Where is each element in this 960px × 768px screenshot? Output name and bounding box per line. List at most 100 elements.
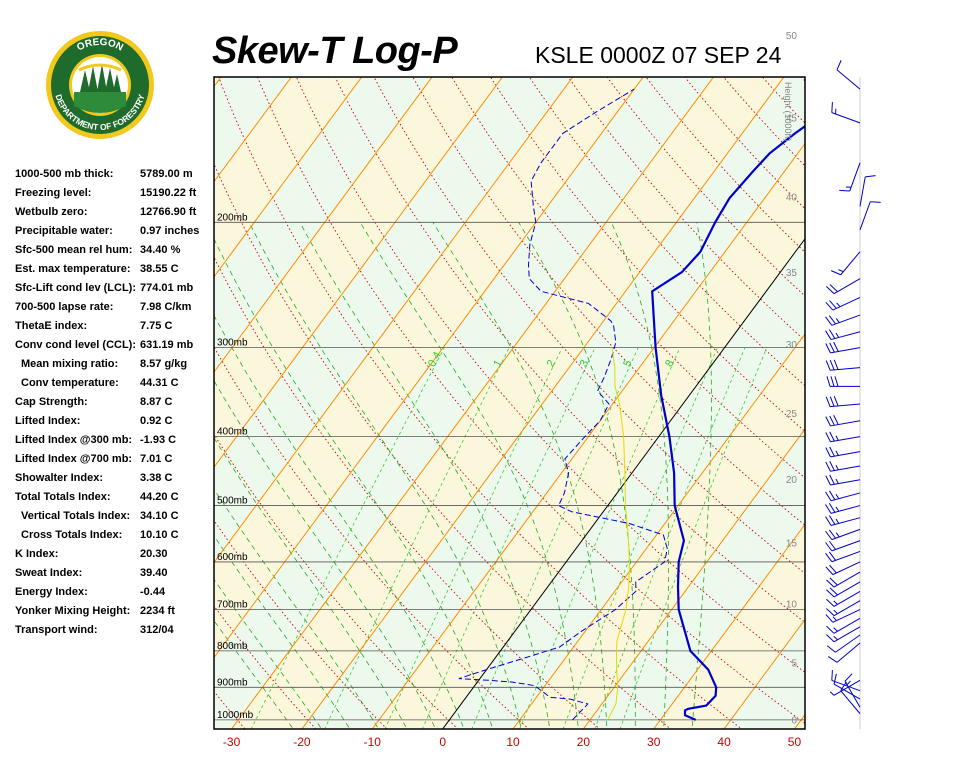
index-row: Sweat Index: 39.40 — [15, 567, 215, 586]
isotherm-band — [301, 77, 805, 729]
barb-half-flag — [836, 302, 841, 308]
barb-half-flag — [835, 435, 839, 441]
barb-flag — [825, 432, 831, 443]
index-value: 8.87 C — [140, 396, 173, 408]
barb-flag — [826, 579, 835, 588]
pressure-label: 500mb — [217, 496, 248, 507]
barb-flag — [825, 553, 833, 563]
height-labels: 0 5 10 15 20 25 30 35 40 45 50 Height (1000ft) — [783, 31, 797, 726]
barb-flag — [825, 330, 832, 340]
mixing-ratio-label: 5 — [621, 358, 634, 369]
barb-staff — [833, 600, 861, 617]
barb-flag — [829, 587, 838, 596]
mixing-ratio-label: 8 — [663, 358, 676, 369]
index-row: Mean mixing ratio: 8.57 g/kg — [15, 358, 215, 377]
index-label: Showalter Index: — [15, 472, 104, 484]
isotherm — [582, 428, 805, 729]
mixing-ratio-line — [250, 347, 445, 729]
temperature-tick-label: 0 — [439, 735, 446, 749]
barb-staff — [859, 201, 871, 231]
barb-flag — [826, 645, 836, 653]
index-row: Total Totals Index: 44.20 C — [15, 491, 215, 510]
index-row: Energy Index: -0.44 — [15, 586, 215, 605]
wind-barb — [833, 673, 861, 700]
wind-barb — [826, 617, 861, 634]
wind-barb — [825, 474, 861, 486]
barb-flag — [833, 341, 839, 352]
wind-barb — [825, 550, 861, 563]
mixing-ratio-line — [519, 347, 681, 729]
index-row: Showalter Index: 3.38 C — [15, 472, 215, 491]
dry-adiabat — [214, 256, 601, 729]
index-value: 39.40 — [140, 567, 168, 579]
pressure-label: 600mb — [217, 552, 248, 563]
wind-barb — [826, 626, 861, 643]
barb-flag — [830, 376, 835, 387]
isotherm-band — [0, 8, 202, 735]
barb-half-flag — [829, 691, 835, 696]
wind-barb — [826, 581, 861, 598]
temperature-tick-label: -30 — [223, 735, 241, 749]
wind-barb — [844, 673, 861, 708]
wind-barb — [825, 503, 861, 514]
index-label: Precipitable water: — [15, 225, 113, 237]
barb-staff — [833, 581, 861, 598]
barb-staff — [833, 571, 861, 588]
barb-half-flag — [833, 627, 838, 632]
temperature-tick-label: 30 — [647, 735, 661, 749]
barb-flag — [828, 656, 838, 663]
barb-flag — [831, 102, 833, 113]
barb-flag — [825, 360, 831, 371]
index-label: Energy Index: — [15, 586, 88, 598]
index-label: Freezing level: — [15, 187, 92, 199]
wind-barb — [825, 415, 861, 427]
wind-barb — [825, 341, 861, 354]
isotherm-band — [231, 77, 784, 729]
svg-text:OREGON: OREGON — [75, 37, 124, 54]
temperature-tick-label: -20 — [293, 735, 311, 749]
index-label: Wetbulb zero: — [15, 206, 88, 218]
index-row: Lifted Index @700 mb: 7.01 C — [15, 453, 215, 472]
index-value: 8.57 g/kg — [140, 358, 188, 370]
barb-staff — [833, 683, 861, 700]
barb-staff — [830, 492, 861, 502]
index-value: 15190.22 ft — [140, 187, 197, 199]
index-row: Conv temperature: 44.31 C — [15, 377, 215, 396]
barb-half-flag — [833, 609, 838, 614]
barb-flag — [828, 529, 836, 539]
mixing-ratio-label: 1 — [491, 358, 504, 369]
barb-flag — [826, 625, 835, 634]
barb-staff — [831, 314, 861, 326]
barb-flag — [826, 589, 835, 598]
pressure-label: 200mb — [217, 212, 248, 223]
barb-staff — [833, 679, 861, 696]
wind-barb — [825, 431, 861, 443]
barb-flag — [828, 551, 836, 561]
index-label: Mean mixing ratio: — [21, 358, 119, 370]
barb-staff — [832, 609, 861, 623]
pressure-label: 700mb — [217, 600, 248, 611]
barb-half-flag — [835, 450, 839, 456]
barb-flag — [828, 329, 836, 339]
isotherm — [0, 8, 202, 735]
height-label: 45 — [786, 114, 798, 125]
mixing-ratio-label: 2 — [545, 358, 558, 369]
barb-flag — [825, 516, 832, 526]
pressure-label: 900mb — [217, 677, 248, 688]
index-value: 2234 ft — [140, 605, 175, 617]
barb-half-flag — [833, 635, 838, 641]
barb-staff — [849, 162, 861, 192]
barb-flag — [829, 474, 835, 485]
index-value: 44.20 C — [140, 491, 179, 503]
barb-staff — [830, 436, 861, 443]
barb-flag — [825, 461, 831, 472]
index-label: Lifted Index @300 mb: — [15, 434, 133, 446]
dry-adiabat — [451, 77, 805, 479]
barb-flag — [825, 504, 832, 514]
wind-barb — [839, 162, 861, 192]
index-value: 20.30 — [140, 548, 168, 560]
index-row: Est. max temperature: 38.55 C — [15, 263, 215, 282]
height-label: 10 — [786, 600, 798, 611]
index-value: 12766.90 ft — [140, 206, 197, 218]
barb-flag — [833, 415, 839, 425]
